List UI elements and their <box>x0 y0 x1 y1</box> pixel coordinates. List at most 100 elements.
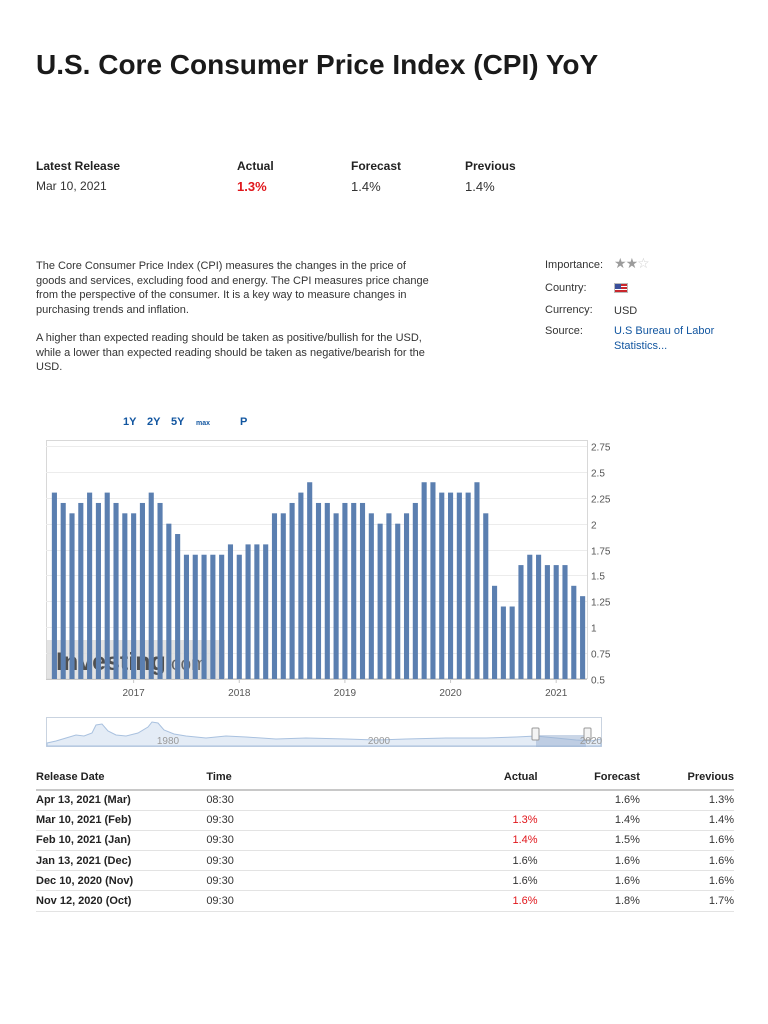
col-header-actual[interactable]: Actual <box>331 768 538 791</box>
chart-bar[interactable] <box>386 513 392 679</box>
chart-bar[interactable] <box>448 492 454 679</box>
actual-cell: 1.6% <box>331 870 538 892</box>
chart-bar[interactable] <box>201 554 207 679</box>
chart-bar[interactable] <box>544 565 550 679</box>
chart-bar[interactable] <box>351 502 357 679</box>
navigator-selected-range[interactable] <box>536 735 586 747</box>
chart-bar[interactable] <box>509 606 515 679</box>
source-link-line1[interactable]: U.S Bureau of Labor <box>614 325 715 337</box>
chart-bar[interactable] <box>113 502 119 679</box>
chart-bar[interactable] <box>271 513 278 679</box>
source-label: Source: <box>545 325 583 337</box>
chart-bar[interactable] <box>456 492 462 679</box>
chart-bar[interactable] <box>333 513 339 679</box>
chart-bar[interactable] <box>69 513 75 679</box>
chart-range-navigator[interactable]: 1980 2000 2020 <box>46 717 602 747</box>
chart-bar[interactable] <box>122 513 128 679</box>
table-row: Mar 10, 2021 (Feb) 09:30 1.3% 1.4% 1.4% <box>36 810 734 831</box>
col-header-previous[interactable]: Previous <box>639 768 734 791</box>
chart-bar[interactable] <box>183 554 190 679</box>
chart-bar[interactable] <box>580 596 586 679</box>
chart-bar[interactable] <box>227 544 234 679</box>
chart-bar[interactable] <box>254 544 260 679</box>
navigator-right-handle[interactable] <box>583 727 592 741</box>
source-link-line2[interactable]: Statistics... <box>614 340 668 352</box>
chart-bar[interactable] <box>298 492 304 679</box>
previous-cell: 1.4% <box>639 810 734 831</box>
chart-bar[interactable] <box>131 513 137 679</box>
release-date-cell: Dec 10, 2020 (Nov) <box>36 870 207 892</box>
x-tick-label: 2017 <box>123 688 146 699</box>
actual-cell: 1.6% <box>331 850 538 872</box>
chart-bar[interactable] <box>553 565 559 679</box>
chart-bar[interactable] <box>87 492 93 679</box>
chart-type-p-button[interactable]: P <box>240 416 248 428</box>
chart-bar[interactable] <box>307 482 313 679</box>
period-2y-button[interactable]: 2Y <box>147 416 161 428</box>
chart-bar[interactable] <box>342 502 348 679</box>
actual-cell: 1.4% <box>331 830 538 852</box>
chart-bar[interactable] <box>465 492 471 679</box>
chart-bar[interactable] <box>403 513 410 679</box>
chart-bar[interactable] <box>139 502 145 679</box>
chart-bar[interactable] <box>421 482 427 679</box>
chart-bar[interactable] <box>430 482 436 679</box>
chart-bar[interactable] <box>236 554 242 679</box>
chart-bar[interactable] <box>500 606 506 679</box>
currency-label: Currency: <box>545 304 593 316</box>
chart-bar[interactable] <box>219 554 225 679</box>
chart-bar[interactable] <box>289 502 295 679</box>
previous-value: 1.4% <box>465 179 495 194</box>
col-header-time[interactable]: Time <box>206 768 332 791</box>
chart-bar[interactable] <box>263 544 269 679</box>
chart-bar[interactable] <box>474 482 480 679</box>
chart-bar[interactable] <box>527 554 533 679</box>
chart-bar[interactable] <box>562 565 568 679</box>
chart-bar[interactable] <box>412 502 418 679</box>
previous-cell: 1.6% <box>639 870 734 892</box>
chart-bar[interactable] <box>78 502 84 679</box>
chart-bar[interactable] <box>95 502 101 679</box>
chart-bar[interactable] <box>483 513 489 679</box>
chart-bar[interactable] <box>315 502 322 679</box>
chart-bar[interactable] <box>492 585 498 679</box>
chart-bar[interactable] <box>324 502 330 679</box>
x-tick-label: 2018 <box>228 688 251 699</box>
col-header-release-date[interactable]: Release Date <box>36 768 207 791</box>
period-max-button[interactable]: max <box>196 420 211 427</box>
chart-bar[interactable] <box>518 565 524 679</box>
chart-bar[interactable] <box>280 513 286 679</box>
chart-bar[interactable] <box>245 544 251 679</box>
col-header-forecast[interactable]: Forecast <box>537 768 640 791</box>
chart-bar[interactable] <box>104 492 110 679</box>
star-filled-icon: ★ <box>625 255 639 271</box>
chart-bar[interactable] <box>166 523 172 679</box>
chart-bar[interactable] <box>395 523 401 679</box>
chart-bar[interactable] <box>60 502 66 679</box>
table-row: Dec 10, 2020 (Nov) 09:30 1.6% 1.6% 1.6% <box>36 870 734 892</box>
importance-stars: ★★☆ <box>614 256 734 273</box>
period-5y-button[interactable]: 5Y <box>171 416 185 428</box>
chart-bar[interactable] <box>51 492 57 679</box>
time-cell: 09:30 <box>206 810 332 831</box>
table-row: Nov 12, 2020 (Oct) 09:30 1.6% 1.8% 1.7% <box>36 890 734 912</box>
chart-bar[interactable] <box>359 502 366 679</box>
chart-bar[interactable] <box>377 523 383 679</box>
chart-bar[interactable] <box>536 554 542 679</box>
chart-bar[interactable] <box>368 513 374 679</box>
actual-cell: 1.3% <box>331 810 538 831</box>
us-flag-icon <box>614 283 628 293</box>
chart-bar[interactable] <box>439 492 445 679</box>
chart-bar[interactable] <box>571 585 577 679</box>
source-link[interactable]: U.S Bureau of Labor Statistics... <box>614 324 734 354</box>
chart-bar[interactable] <box>157 502 163 679</box>
chart-bar[interactable] <box>210 554 216 679</box>
importance-label: Importance: <box>545 259 604 271</box>
y-tick-label: 1.75 <box>591 547 611 558</box>
navigator-left-handle[interactable] <box>531 727 540 741</box>
chart-bar[interactable] <box>148 492 154 679</box>
country-label: Country: <box>545 282 587 294</box>
period-1y-button[interactable]: 1Y <box>123 416 137 428</box>
chart-bar[interactable] <box>192 554 198 679</box>
chart-bar[interactable] <box>175 534 181 679</box>
